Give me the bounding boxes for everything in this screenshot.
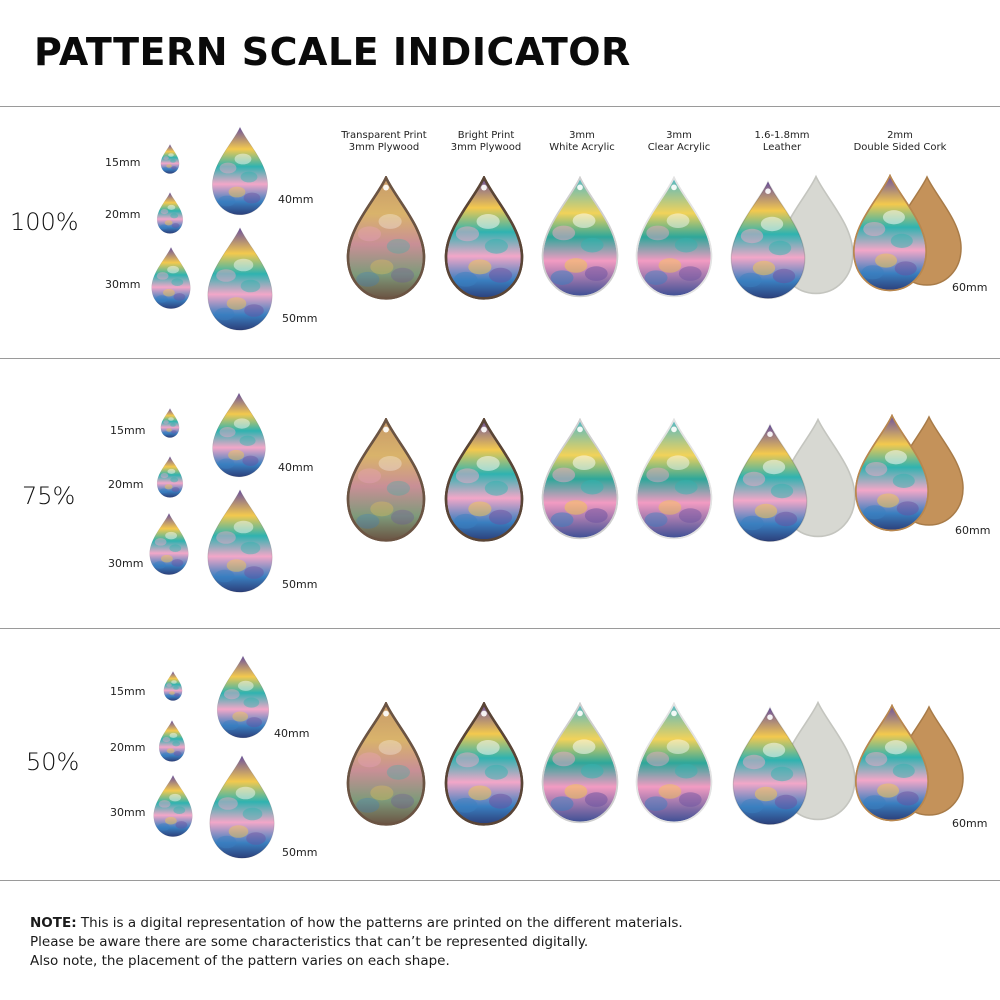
column-header-white-acrylic: 3mm White Acrylic bbox=[522, 130, 642, 154]
size-label-40: 40mm bbox=[274, 727, 310, 740]
cork-front-drop bbox=[853, 174, 927, 292]
size-sample-drop bbox=[158, 720, 186, 762]
size-label-20: 20mm bbox=[108, 478, 144, 491]
size-label-50: 50mm bbox=[282, 578, 318, 591]
size-label-60: 60mm bbox=[952, 281, 988, 294]
size-sample-drop bbox=[160, 144, 180, 174]
note-line-1: NOTE: This is a digital representation o… bbox=[30, 914, 683, 933]
size-sample-drop bbox=[163, 671, 183, 701]
divider-top bbox=[0, 106, 1000, 107]
size-sample-drop bbox=[209, 755, 275, 859]
column-line1: 1.6-1.8mm bbox=[754, 130, 810, 141]
cork-front-drop bbox=[855, 704, 929, 822]
column-line2: 3mm Plywood bbox=[348, 142, 420, 153]
white-acrylic-drop bbox=[541, 176, 619, 298]
note-text-2: Please be aware there are some character… bbox=[30, 934, 589, 950]
column-line1: Bright Print bbox=[457, 130, 515, 141]
size-label-15: 15mm bbox=[105, 156, 141, 169]
size-label-60: 60mm bbox=[955, 524, 991, 537]
column-header-leather: 1.6-1.8mm Leather bbox=[722, 130, 842, 154]
note-text-1: This is a digital representation of how … bbox=[76, 915, 683, 931]
column-line1: 3mm bbox=[666, 130, 692, 141]
cork-front-drop bbox=[855, 414, 929, 532]
size-sample-drop bbox=[212, 392, 266, 478]
transparent-plywood-drop bbox=[346, 702, 426, 826]
size-sample-drop bbox=[149, 512, 189, 575]
column-line2: Clear Acrylic bbox=[647, 142, 711, 153]
column-line1: Transparent Print bbox=[341, 130, 427, 141]
note-text-3: Also note, the placement of the pattern … bbox=[30, 953, 450, 969]
bright-plywood-drop bbox=[444, 702, 524, 826]
size-sample-drop bbox=[160, 408, 180, 438]
column-line2: Leather bbox=[762, 142, 802, 153]
clear-acrylic-drop bbox=[635, 702, 713, 824]
size-label-60: 60mm bbox=[952, 817, 988, 830]
transparent-plywood-drop bbox=[346, 176, 426, 300]
size-label-40: 40mm bbox=[278, 461, 314, 474]
scale-percent-50: 50% bbox=[26, 748, 80, 776]
divider-bottom bbox=[0, 880, 1000, 881]
clear-acrylic-drop bbox=[635, 176, 713, 298]
column-line1: 2mm bbox=[887, 130, 913, 141]
divider-1 bbox=[0, 358, 1000, 359]
leather-front-drop bbox=[732, 706, 808, 826]
white-acrylic-drop bbox=[541, 418, 619, 540]
size-sample-drop bbox=[216, 655, 270, 739]
column-line2: Double Sided Cork bbox=[853, 142, 947, 153]
column-header-transparent-plywood: Transparent Print 3mm Plywood bbox=[324, 130, 444, 154]
leather-front-drop bbox=[732, 423, 808, 543]
column-header-cork: 2mm Double Sided Cork bbox=[840, 130, 960, 154]
size-label-20: 20mm bbox=[105, 208, 141, 221]
size-sample-drop bbox=[207, 489, 273, 593]
note-label: NOTE: bbox=[30, 915, 77, 931]
clear-acrylic-drop bbox=[635, 418, 713, 540]
size-sample-drop bbox=[156, 192, 184, 234]
white-acrylic-drop bbox=[541, 702, 619, 824]
size-label-30: 30mm bbox=[105, 278, 141, 291]
scale-percent-100: 100% bbox=[10, 208, 79, 236]
size-label-15: 15mm bbox=[110, 424, 146, 437]
column-line1: 3mm bbox=[569, 130, 595, 141]
size-label-20: 20mm bbox=[110, 741, 146, 754]
size-sample-drop bbox=[212, 126, 268, 216]
bright-plywood-drop bbox=[444, 176, 524, 300]
column-line2: 3mm Plywood bbox=[450, 142, 522, 153]
column-header-clear-acrylic: 3mm Clear Acrylic bbox=[619, 130, 739, 154]
scale-percent-75: 75% bbox=[22, 482, 76, 510]
bright-plywood-drop bbox=[444, 418, 524, 542]
size-sample-drop bbox=[156, 456, 184, 498]
size-label-15: 15mm bbox=[110, 685, 146, 698]
divider-2 bbox=[0, 628, 1000, 629]
size-sample-drop bbox=[207, 227, 273, 331]
size-label-40: 40mm bbox=[278, 193, 314, 206]
size-label-30: 30mm bbox=[108, 557, 144, 570]
column-header-bright-plywood: Bright Print 3mm Plywood bbox=[426, 130, 546, 154]
size-sample-drop bbox=[153, 774, 193, 837]
footer-note: NOTE: This is a digital representation o… bbox=[30, 914, 683, 971]
page-title: PATTERN SCALE INDICATOR bbox=[34, 30, 631, 74]
size-label-30: 30mm bbox=[110, 806, 146, 819]
leather-front-drop bbox=[730, 180, 806, 300]
transparent-plywood-drop bbox=[346, 418, 426, 542]
size-label-50: 50mm bbox=[282, 312, 318, 325]
size-sample-drop bbox=[151, 246, 191, 309]
size-label-50: 50mm bbox=[282, 846, 318, 859]
column-line2: White Acrylic bbox=[549, 142, 615, 153]
